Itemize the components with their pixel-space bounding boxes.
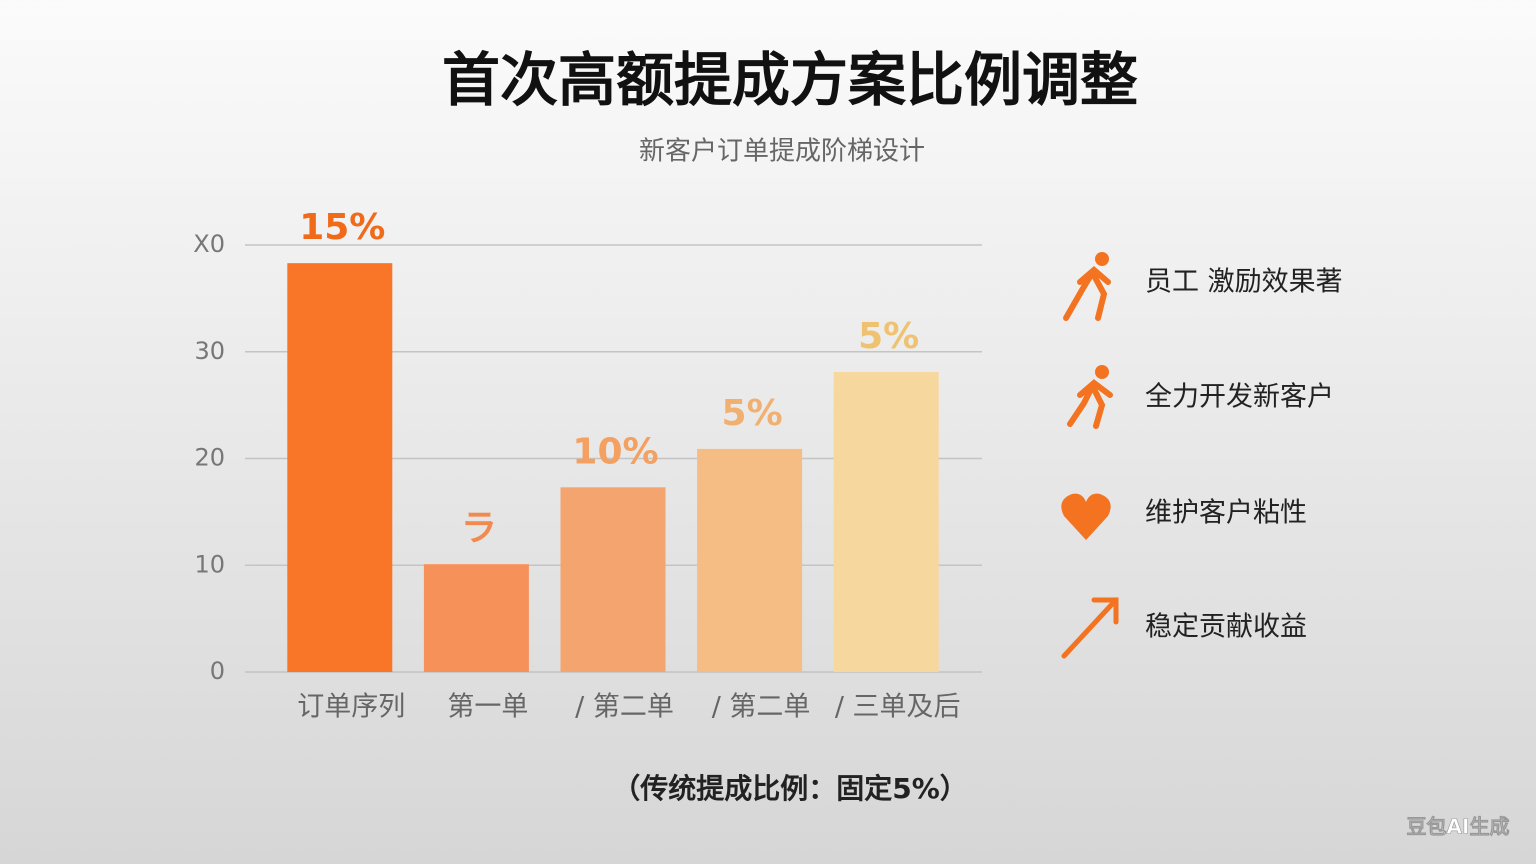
bar [423, 564, 529, 672]
chart-subtitle: 新客户订单提成阶梯设计 [639, 137, 925, 167]
icons [1061, 252, 1119, 659]
annotation: 员工 激励效果著 [1145, 267, 1343, 298]
bar [560, 487, 666, 672]
y-tick-label: 30 [194, 337, 225, 365]
x-tick-label: 订单序列 [297, 692, 405, 723]
x-tick-label: / 第二单 [712, 692, 811, 723]
x-tick-label: / 第二单 [575, 692, 674, 723]
x-tick-label: / 三单及后 [835, 692, 961, 723]
bar [697, 448, 803, 672]
chart-title: 首次高额提成方案比例调整 [442, 46, 1138, 114]
y-tick-label: X0 [193, 230, 225, 258]
x-tick-label: 第一单 [447, 692, 528, 723]
runner-icon [1067, 365, 1113, 429]
footnote: （传统提成比例：固定5%） [612, 772, 968, 805]
data-label: 15% [299, 207, 385, 248]
y-tick-label: 10 [194, 550, 225, 578]
data-label: 10% [572, 431, 658, 472]
arrow-icon [1061, 597, 1119, 659]
annotation: 全力开发新客户 [1145, 382, 1334, 413]
bar [287, 263, 393, 672]
watermark: 豆包AI生成 [1407, 815, 1510, 839]
data-label: 5% [858, 316, 919, 357]
heart-icon [1061, 493, 1111, 540]
data-label: 5% [722, 393, 783, 434]
runner-icon [1063, 252, 1111, 321]
data-label: ラ [461, 508, 497, 549]
annotation: 维护客户粘性 [1145, 498, 1307, 529]
annotation: 稳定贡献收益 [1145, 612, 1307, 643]
y-tick-label: 20 [194, 444, 225, 472]
y-tick-label: 0 [210, 657, 225, 685]
bar [833, 372, 939, 672]
